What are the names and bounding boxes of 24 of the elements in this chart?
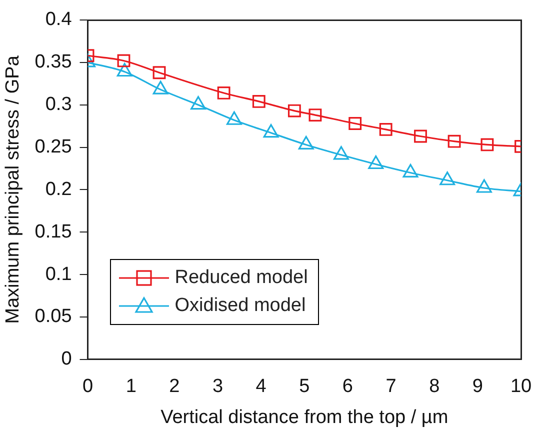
y-tick-label: 0.3 (45, 94, 72, 116)
x-tick-label: 7 (386, 376, 396, 398)
x-tick-label: 1 (126, 376, 136, 398)
y-tick-label: 0.4 (45, 9, 72, 30)
x-tick-label: 3 (212, 376, 224, 398)
y-tick-label: 0.05 (34, 306, 72, 328)
x-tick-label: 4 (256, 376, 267, 398)
y-tick-label: 0 (61, 348, 72, 370)
y-tick-label: 0.2 (45, 178, 72, 200)
x-axis-title: Vertical distance from the top / µm (160, 406, 448, 428)
y-tick-label: 0.1 (45, 264, 72, 285)
legend-label: Oxidised model (174, 295, 306, 318)
x-tick-label: 8 (429, 376, 440, 398)
x-tick-label: 2 (169, 376, 180, 398)
x-tick-label: 6 (342, 376, 353, 398)
x-tick-label: 10 (510, 376, 532, 398)
legend-label: Reduced model (174, 267, 308, 290)
x-tick-label: 9 (472, 376, 483, 398)
y-axis-title: Maximum principal stress / GPa (2, 55, 24, 324)
y-tick-label: 0.25 (34, 136, 72, 158)
y-tick-label: 0.35 (34, 52, 72, 73)
x-tick-label: 0 (82, 376, 94, 398)
y-tick-label: 0.15 (34, 221, 72, 242)
x-tick-label: 5 (299, 376, 310, 398)
